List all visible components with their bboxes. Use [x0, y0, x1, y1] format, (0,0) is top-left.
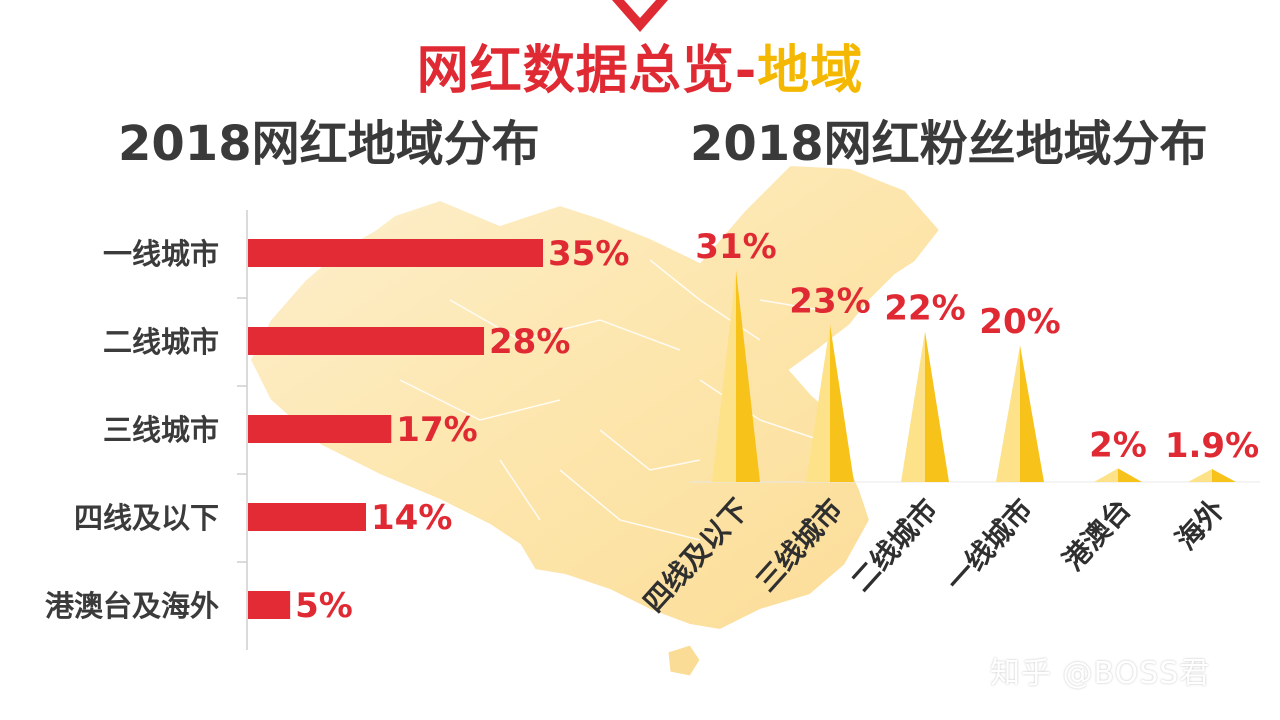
- left-chart-bar: [248, 327, 484, 355]
- top-chevron-icon: [612, 0, 668, 32]
- left-chart-value-label: 14%: [371, 498, 452, 538]
- right-chart-peak-light: [1188, 469, 1212, 482]
- left-chart-bar: [248, 591, 291, 619]
- right-chart-value-label: 2%: [1089, 425, 1147, 465]
- main-title-text: 网红数据总览-: [416, 41, 758, 101]
- left-chart-bar: [248, 415, 392, 443]
- left-chart-category-label: 一线城市: [103, 237, 219, 271]
- right-chart-category-label: 港澳台: [1056, 493, 1137, 578]
- right-chart-peak: [1118, 468, 1142, 482]
- right-chart-category-label: 四线及以下: [637, 493, 755, 619]
- right-chart-category-label: 三线城市: [750, 493, 849, 598]
- right-chart-category-label: 一线城市: [940, 493, 1039, 598]
- watermark: 知乎 @BOSS君: [990, 656, 1211, 691]
- left-chart-category-label: 四线及以下: [74, 501, 219, 535]
- left-chart-category-label: 三线城市: [103, 413, 219, 447]
- china-map-shape: [248, 163, 942, 632]
- left-chart-title: 2018网红地域分布: [118, 116, 540, 172]
- main-title: 网红数据总览-地域: [0, 40, 1280, 102]
- left-chart-value-label: 28%: [489, 322, 570, 362]
- right-chart-value-label: 23%: [789, 282, 870, 322]
- right-chart-peak: [1212, 469, 1236, 482]
- hainan-island-shape: [667, 644, 701, 677]
- right-chart-value-label: 20%: [979, 302, 1060, 342]
- right-chart-value-label: 22%: [884, 289, 965, 329]
- right-chart-category-label: 二线城市: [845, 493, 944, 598]
- right-chart-peak: [1020, 345, 1044, 482]
- right-chart-peak-light: [1094, 468, 1118, 482]
- left-chart-category-label: 二线城市: [103, 325, 219, 359]
- left-chart-value-label: 5%: [295, 586, 353, 626]
- right-chart-peak-light: [712, 270, 736, 482]
- left-chart-bar: [248, 503, 366, 531]
- right-chart-peak-light: [806, 324, 830, 482]
- right-chart-category-label: 海外: [1169, 493, 1231, 557]
- right-chart-peak: [925, 331, 949, 482]
- left-chart-category-label: 港澳台及海外: [45, 589, 219, 623]
- right-chart-title: 2018网红粉丝地域分布: [690, 116, 1208, 172]
- right-chart-peak-light: [996, 345, 1020, 482]
- left-chart-bar: [248, 239, 543, 267]
- left-chart-value-label: 17%: [396, 410, 477, 450]
- right-chart-peak-light: [901, 331, 925, 482]
- right-chart-value-label: 1.9%: [1165, 426, 1259, 466]
- right-chart-value-label: 31%: [695, 227, 776, 267]
- main-title-accent: 地域: [757, 41, 864, 101]
- left-chart-value-label: 35%: [548, 234, 629, 274]
- right-chart-peak: [830, 324, 854, 482]
- right-chart-peak: [736, 270, 760, 482]
